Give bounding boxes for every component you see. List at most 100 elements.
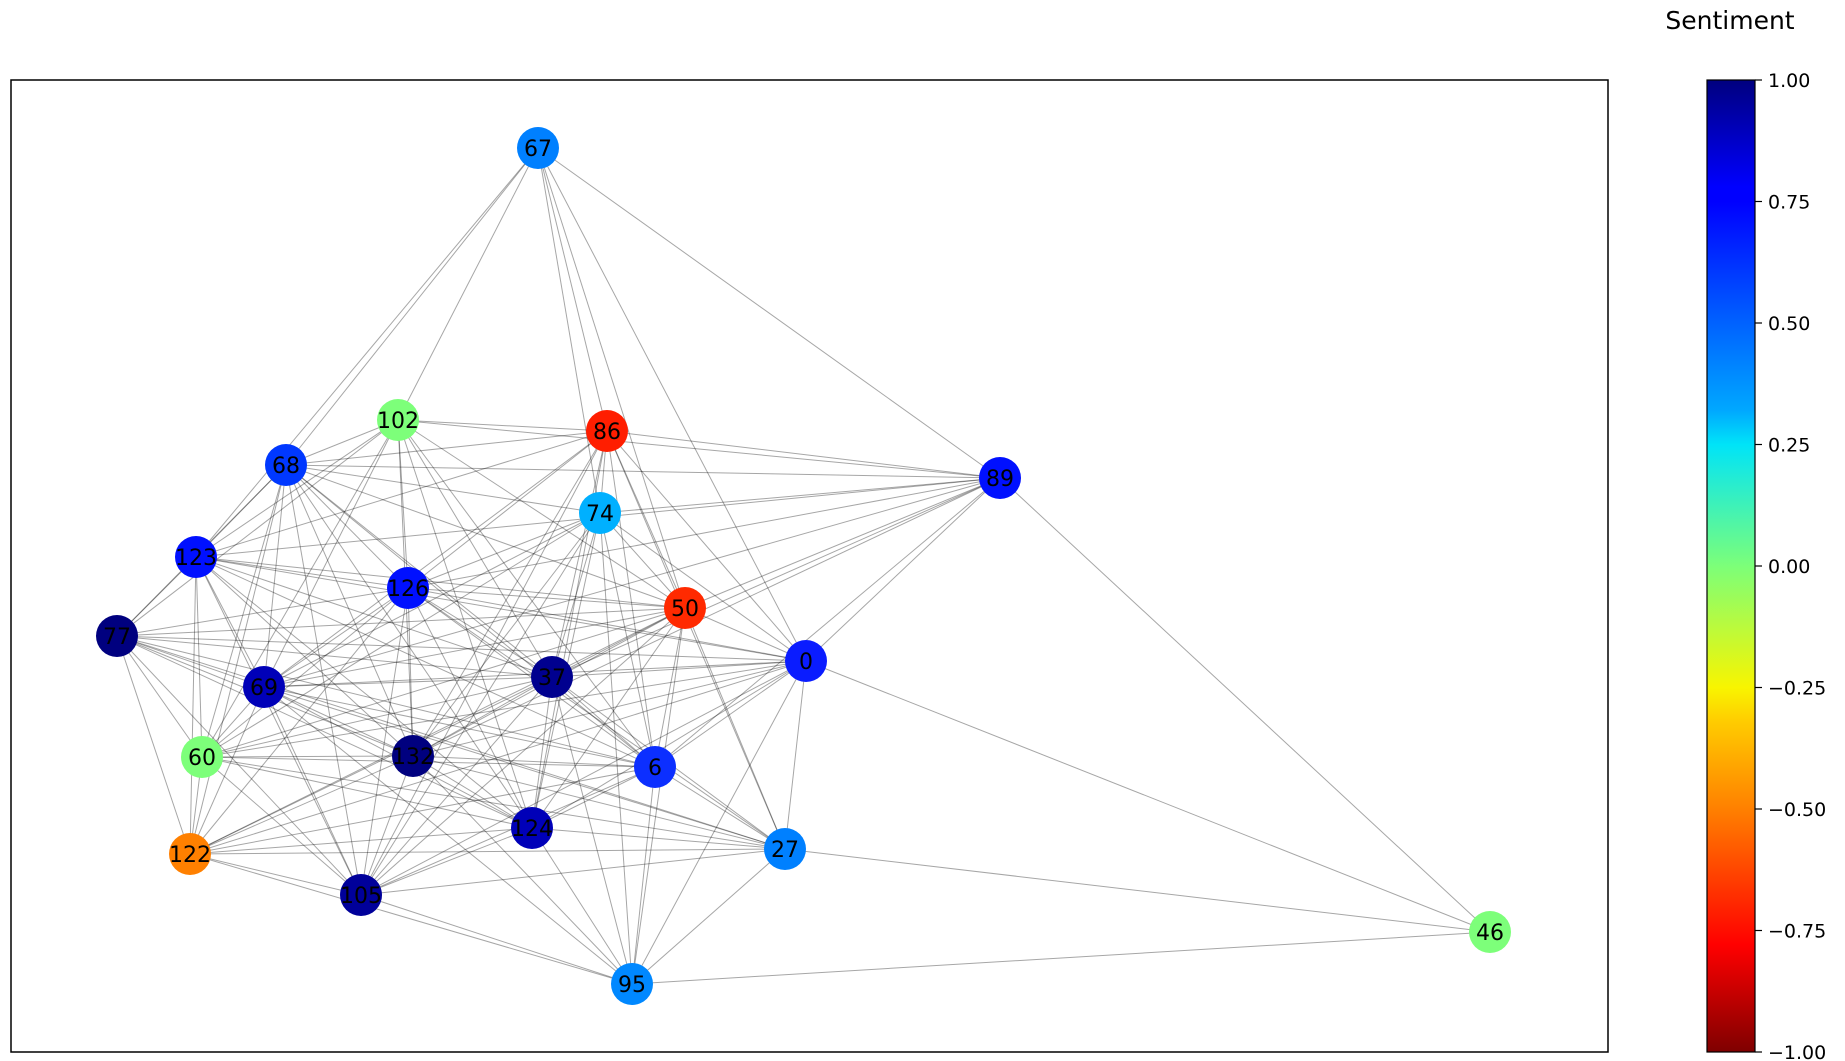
edge-123-69 (195, 556, 265, 688)
edge-124-105 (360, 827, 533, 896)
colorbar-tick-label: 0.50 (1768, 313, 1810, 335)
edge-77-60 (116, 635, 203, 758)
node-label-74: 74 (586, 502, 614, 527)
node-circle-89 (979, 457, 1021, 499)
node-69: 69 (243, 666, 285, 708)
node-circle-0 (785, 640, 827, 682)
node-circle-122 (169, 833, 211, 875)
colorbar: Sentiment 1.00 0.75 0.50 0.25 0.00 −0.25 −0.50… (1665, 6, 1826, 1061)
edge-67-89 (537, 147, 1001, 479)
edge-68-74 (285, 464, 601, 514)
node-label-95: 95 (618, 973, 646, 998)
edge-37-105 (360, 676, 553, 896)
edge-102-50 (397, 419, 686, 609)
edge-126-69 (263, 587, 409, 688)
node-0: 0 (785, 640, 827, 682)
edge-60-124 (201, 756, 533, 829)
edge-132-27 (412, 755, 786, 850)
edge-123-126 (195, 556, 409, 589)
edge-89-50 (684, 477, 1001, 609)
edge-50-6 (654, 607, 686, 768)
edge-50-60 (201, 607, 686, 758)
nodes-layer: 0 6 27 37 46 50 60 67 68 69 74 77 86 89 95 102 105 122 123… (96, 127, 1511, 1005)
edge-102-60 (201, 419, 399, 758)
edge-67-86 (537, 147, 608, 432)
edge-77-0 (116, 635, 807, 662)
edge-77-6 (116, 635, 656, 768)
edge-123-0 (195, 556, 807, 662)
edge-6-95 (631, 766, 656, 985)
edge-126-77 (116, 587, 409, 637)
edge-102-123 (195, 419, 399, 558)
edge-60-27 (201, 756, 786, 850)
edge-89-6 (654, 477, 1001, 768)
edge-123-105 (195, 556, 362, 896)
edge-68-126 (285, 464, 409, 589)
edge-0-37 (551, 660, 807, 678)
edge-122-105 (189, 853, 362, 896)
edge-123-124 (195, 556, 533, 829)
node-label-68: 68 (272, 454, 300, 479)
node-label-102: 102 (377, 409, 419, 434)
edge-102-86 (397, 419, 608, 432)
edge-50-122 (189, 607, 686, 855)
node-77: 77 (96, 615, 138, 657)
node-circle-105 (340, 874, 382, 916)
edge-132-6 (412, 755, 656, 768)
edge-37-122 (189, 676, 553, 855)
edge-89-68 (285, 464, 1001, 479)
node-circle-77 (96, 615, 138, 657)
edge-74-95 (599, 512, 633, 985)
colorbar-tick-label: 0.25 (1768, 435, 1810, 457)
node-label-6: 6 (648, 756, 662, 781)
edge-69-122 (189, 686, 265, 855)
node-74: 74 (579, 492, 621, 534)
edge-89-74 (599, 477, 1001, 514)
node-circle-27 (764, 828, 806, 870)
edge-6-124 (531, 766, 656, 829)
node-68: 68 (265, 444, 307, 486)
colorbar-tick-label: 0.75 (1768, 192, 1810, 214)
edge-126-50 (407, 587, 686, 609)
node-label-60: 60 (188, 746, 216, 771)
plot-frame (10, 79, 1609, 1053)
edge-37-60 (201, 676, 553, 758)
edge-123-132 (195, 556, 414, 757)
node-circle-50 (664, 587, 706, 629)
edge-126-27 (407, 587, 786, 850)
edge-68-69 (263, 464, 287, 688)
edge-37-132 (412, 676, 553, 757)
node-circle-123 (175, 536, 217, 578)
edge-105-27 (360, 848, 786, 896)
colorbar-tick-label: −0.25 (1768, 678, 1826, 700)
edge-89-37 (551, 477, 1001, 678)
colorbar-tick-label: −1.00 (1768, 1042, 1826, 1061)
edge-89-132 (412, 477, 1001, 757)
edge-0-27 (784, 660, 807, 850)
node-label-122: 122 (169, 843, 211, 868)
edge-86-0 (606, 430, 807, 662)
edge-86-68 (285, 430, 608, 466)
edge-0-46 (805, 660, 1491, 933)
node-circle-69 (243, 666, 285, 708)
node-label-105: 105 (340, 884, 382, 909)
edge-126-37 (407, 587, 553, 678)
edge-132-95 (412, 755, 633, 985)
edge-60-105 (201, 756, 362, 896)
node-27: 27 (764, 828, 806, 870)
node-circle-67 (517, 127, 559, 169)
edge-86-132 (412, 430, 608, 757)
edge-74-50 (599, 512, 686, 609)
node-circle-68 (265, 444, 307, 486)
edge-68-50 (285, 464, 686, 609)
edge-86-69 (263, 430, 608, 688)
edge-6-122 (189, 766, 656, 855)
edge-69-105 (263, 686, 362, 896)
edge-69-6 (263, 686, 656, 768)
edge-86-89 (606, 430, 1001, 479)
node-circle-95 (611, 963, 653, 1005)
edge-67-74 (537, 147, 601, 514)
edge-123-37 (195, 556, 553, 678)
edge-6-27 (654, 766, 786, 850)
node-86: 86 (586, 410, 628, 452)
